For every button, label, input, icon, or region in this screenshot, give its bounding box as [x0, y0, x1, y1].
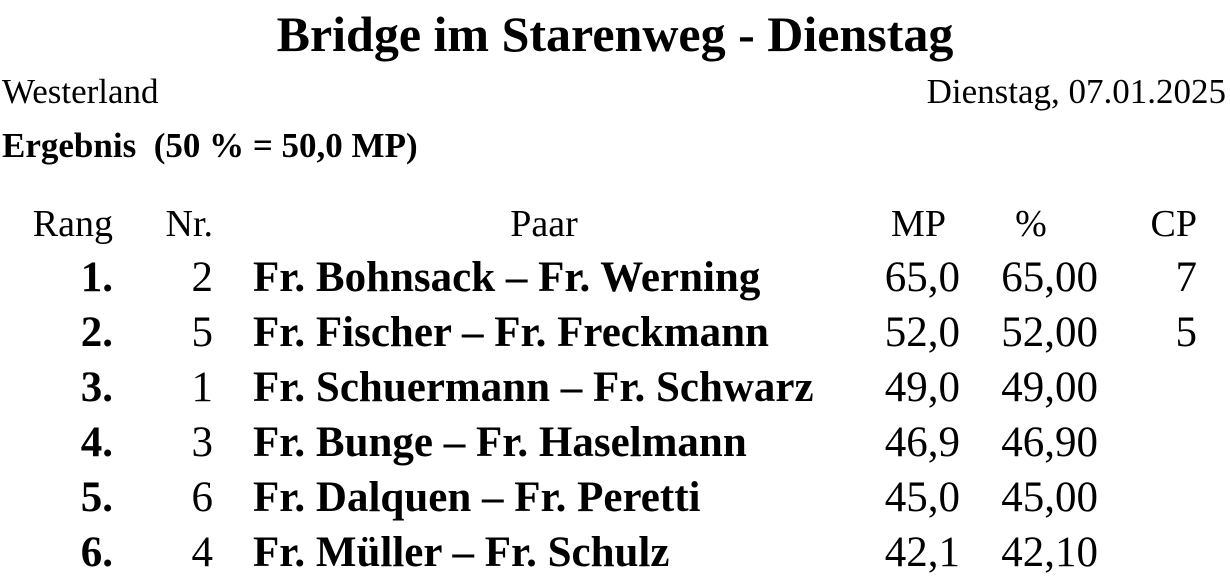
- header-percent: %: [1015, 203, 1047, 245]
- rank-cell: 6.: [80, 529, 113, 576]
- table-row: 1. 2 Fr. Bohnsack – Fr. Werning 65,0 65,…: [0, 250, 1230, 305]
- cp-cell: [1100, 525, 1210, 580]
- rank-cell: 1.: [80, 254, 113, 301]
- cp-cell: [1100, 470, 1210, 525]
- header-cp: CP: [1150, 203, 1197, 245]
- table-row: 2. 5 Fr. Fischer – Fr. Freckmann 52,0 52…: [0, 305, 1230, 360]
- pair-cell: Fr. Müller – Fr. Schulz: [253, 529, 670, 576]
- pair-cell: Fr. Bohnsack – Fr. Werning: [253, 254, 761, 301]
- header-pair-no: Nr.: [165, 203, 214, 245]
- rank-cell: 4.: [80, 419, 113, 466]
- mp-cell: 46,9: [884, 419, 960, 466]
- rank-cell: 3.: [80, 364, 113, 411]
- pair-cell: Fr. Schuermann – Fr. Schwarz: [253, 364, 814, 411]
- header-mp: MP: [891, 203, 946, 245]
- mp-cell: 49,0: [884, 364, 960, 411]
- mp-cell: 45,0: [884, 474, 960, 521]
- mp-cell: 65,0: [884, 254, 960, 301]
- table-row: 4. 3 Fr. Bunge – Fr. Haselmann 46,9 46,9…: [0, 415, 1230, 470]
- page-title: Bridge im Starenweg - Dienstag: [276, 6, 954, 62]
- rank-cell: 5.: [80, 474, 113, 521]
- percent-cell: 65,00: [1001, 254, 1098, 301]
- table-row: 3. 1 Fr. Schuermann – Fr. Schwarz 49,0 4…: [0, 360, 1230, 415]
- pair-cell: Fr. Dalquen – Fr. Peretti: [253, 474, 701, 521]
- meta-row: Westerland Dienstag, 07.01.2025: [2, 72, 1226, 112]
- date-label: Dienstag, 07.01.2025: [926, 72, 1226, 111]
- percent-cell: 49,00: [1001, 364, 1098, 411]
- header-rank: Rang: [32, 203, 113, 245]
- cp-cell: 7: [1175, 254, 1198, 301]
- pair-cell: Fr. Fischer – Fr. Freckmann: [253, 309, 769, 356]
- cp-cell: [1100, 360, 1210, 415]
- cp-cell: [1100, 415, 1210, 470]
- cp-cell: 5: [1175, 309, 1198, 356]
- percent-cell: 42,10: [1001, 529, 1098, 576]
- pair-no-cell: 4: [191, 529, 214, 576]
- rank-cell: 2.: [80, 309, 113, 356]
- pair-no-cell: 3: [191, 419, 214, 466]
- pair-no-cell: 5: [191, 309, 214, 356]
- pair-no-cell: 2: [191, 254, 214, 301]
- table-row: 6. 4 Fr. Müller – Fr. Schulz 42,1 42,10: [0, 525, 1230, 580]
- location-label: Westerland: [2, 72, 159, 111]
- pair-cell: Fr. Bunge – Fr. Haselmann: [253, 419, 747, 466]
- percent-cell: 52,00: [1001, 309, 1098, 356]
- header-pair: Paar: [510, 203, 578, 245]
- percent-cell: 45,00: [1001, 474, 1098, 521]
- table-row: 5. 6 Fr. Dalquen – Fr. Peretti 45,0 45,0…: [0, 470, 1230, 525]
- mp-cell: 42,1: [884, 529, 960, 576]
- pair-no-cell: 1: [191, 364, 214, 411]
- percent-cell: 46,90: [1001, 419, 1098, 466]
- pair-no-cell: 6: [191, 474, 214, 521]
- result-heading: Ergebnis (50 % = 50,0 MP): [2, 126, 418, 165]
- mp-cell: 52,0: [884, 309, 960, 356]
- results-table: Rang Nr. Paar MP % CP 1. 2 Fr. Bohnsack …: [0, 198, 1230, 580]
- table-header-row: Rang Nr. Paar MP % CP: [0, 198, 1230, 250]
